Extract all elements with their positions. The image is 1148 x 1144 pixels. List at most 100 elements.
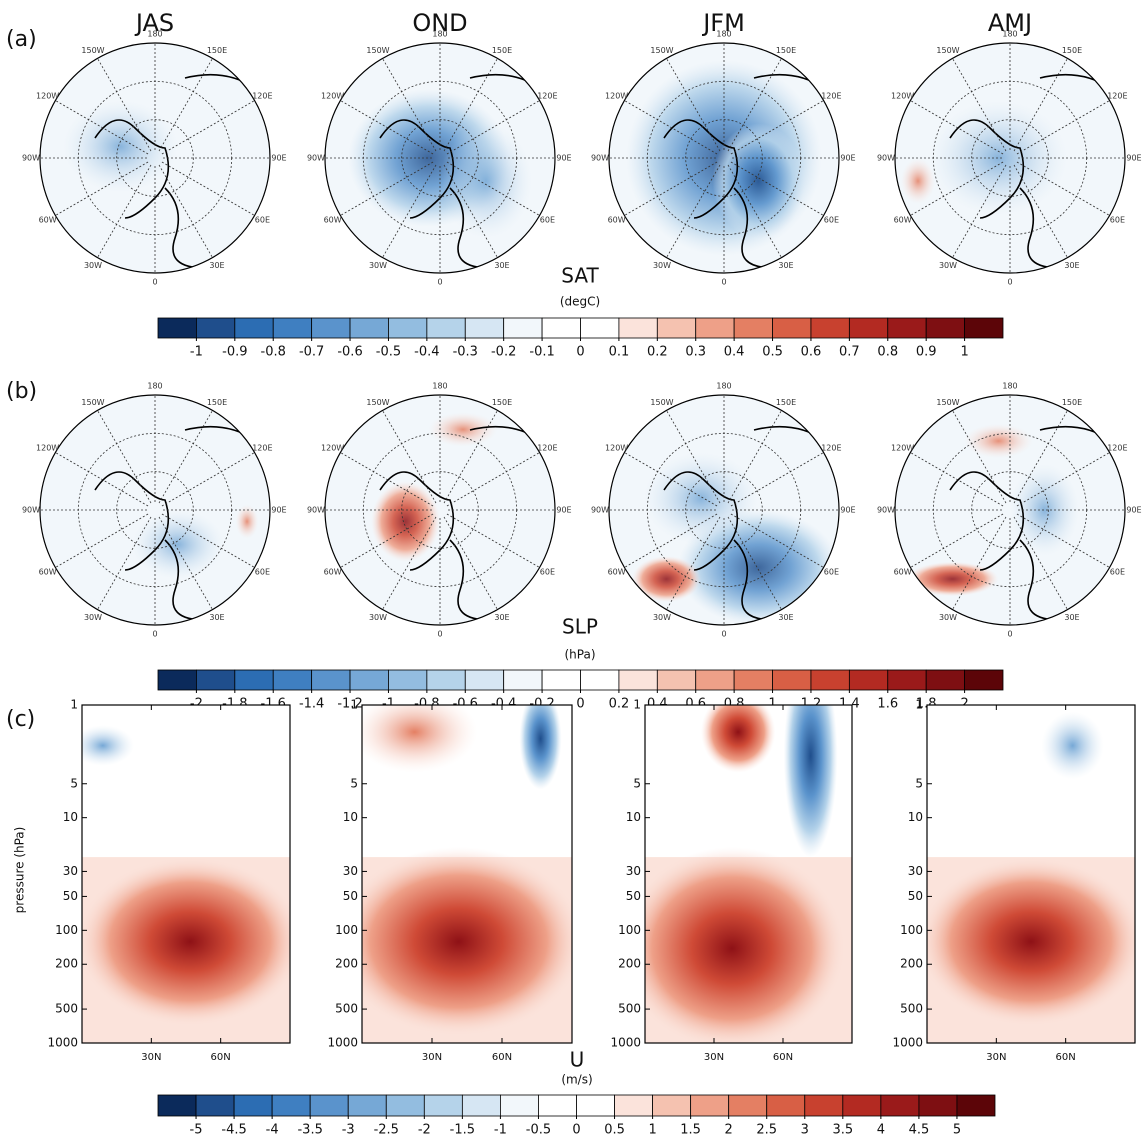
map-border (324, 394, 556, 626)
lon-label: 150W (366, 398, 389, 407)
colorbar-box (656, 317, 697, 339)
lon-label: 90E (1126, 154, 1141, 163)
colorbar-tick-label: 0.4 (724, 345, 745, 360)
colorbar-tick-label: -1.5 (450, 1123, 475, 1138)
lon-label: 150E (207, 398, 227, 407)
meridian (443, 58, 498, 152)
colorbar-box (464, 317, 505, 339)
colorbar-box (772, 317, 812, 339)
lon-label: 30W (939, 261, 957, 270)
lon-label: 180 (147, 382, 162, 391)
profile-frame (81, 704, 291, 1044)
lon-label: 180 (716, 382, 731, 391)
colorbar-tick-label: 1.5 (680, 1123, 701, 1138)
anomaly-blob (371, 481, 440, 562)
colorbar-tick-label: -0.4 (414, 345, 439, 360)
lat-ring (116, 471, 194, 549)
colorbar-box (728, 1094, 768, 1117)
lon-label: 120E (821, 444, 841, 453)
colorbar-tick-label: -0.9 (222, 345, 247, 360)
lon-label: 150W (366, 46, 389, 55)
colorbar-box (196, 317, 236, 339)
y-tick-label: 500 (618, 1002, 641, 1016)
x-tick-label: 60N (211, 1052, 231, 1063)
meridian (340, 161, 434, 216)
profile-blob (927, 857, 1135, 1027)
colorbar-box (576, 1094, 615, 1117)
colorbar-tick-label: -0.7 (299, 345, 324, 360)
colorbar-box (887, 669, 927, 691)
colorbar-tick-label: -1 (190, 345, 203, 360)
map-border (608, 42, 840, 274)
colorbar-title: SAT (561, 264, 599, 288)
meridian (382, 410, 437, 504)
colorbar-box (271, 1094, 311, 1117)
colorbar-tick-label: 0.3 (685, 345, 706, 360)
y-tick-label: 200 (335, 957, 358, 971)
meridian (624, 513, 718, 568)
colorbar-box (388, 317, 428, 339)
lon-label: 120W (321, 444, 344, 453)
y-tick-label: 100 (900, 923, 923, 937)
panel-label: (c) (6, 707, 35, 732)
lon-label: 60W (608, 216, 626, 225)
colorbar-tick-label: -4 (266, 1123, 279, 1138)
colorbar-box (925, 317, 965, 339)
anomaly-blob (906, 561, 999, 597)
anomaly-blob (1010, 464, 1079, 556)
colorbar-tick-label: 0.1 (609, 345, 630, 360)
lon-label: 90E (840, 506, 855, 515)
y-tick-label: 1 (915, 698, 923, 712)
lon-label: 150W (650, 398, 673, 407)
meridian (97, 164, 152, 258)
colorbar-box (848, 317, 889, 339)
y-tick-label: 500 (335, 1002, 358, 1016)
lon-label: 90W (307, 506, 325, 515)
colorbar-tick-label: 3.5 (832, 1123, 853, 1138)
colorbar-box (157, 1094, 197, 1117)
anomaly-blob (428, 412, 498, 447)
colorbar-box (618, 669, 658, 691)
meridian (952, 164, 1007, 258)
colorbar-box (388, 669, 428, 691)
lon-label: 30E (1064, 613, 1079, 622)
y-tick-label: 30 (63, 864, 78, 878)
lon-label: 60W (608, 568, 626, 577)
meridian (97, 58, 152, 152)
colorbar-tick-label: 0 (572, 1123, 580, 1138)
lon-label: 0 (1007, 278, 1012, 287)
colorbar-box (690, 1094, 730, 1117)
lon-label: 90W (307, 154, 325, 163)
y-tick-label: 100 (618, 923, 641, 937)
y-tick-label: 30 (908, 864, 923, 878)
colorbar-tick-label: -1 (494, 1123, 507, 1138)
profile-blob (700, 705, 776, 773)
y-tick-label: 1000 (47, 1036, 78, 1050)
meridian (446, 100, 540, 155)
colorbar-box (614, 1094, 653, 1117)
colorbar-box (464, 669, 505, 691)
colorbar-units: (m/s) (561, 1073, 592, 1087)
colorbar-box (804, 1094, 844, 1117)
meridian (443, 164, 498, 258)
colorbar-tick-label: 1 (960, 345, 968, 360)
meridian (158, 58, 213, 152)
colorbar-box (195, 1094, 235, 1117)
lon-label: 30E (494, 261, 509, 270)
y-tick-label: 1 (350, 698, 358, 712)
colorbar-tick-label: -0.6 (337, 345, 362, 360)
colorbar-box (964, 669, 1004, 691)
lon-label: 90E (271, 506, 286, 515)
lon-label: 60E (255, 568, 270, 577)
colorbar-tick-label: 0.2 (609, 697, 630, 712)
lon-label: 60E (824, 568, 839, 577)
lon-label: 120E (1107, 444, 1127, 453)
lon-label: 0 (152, 630, 157, 639)
lon-label: 30W (84, 261, 102, 270)
colorbar-units: (hPa) (564, 648, 595, 662)
lon-label: 150W (81, 398, 104, 407)
meridian (1016, 100, 1110, 155)
colorbar-box (157, 669, 197, 691)
lon-label: 30E (209, 613, 224, 622)
lon-label: 120E (252, 92, 272, 101)
